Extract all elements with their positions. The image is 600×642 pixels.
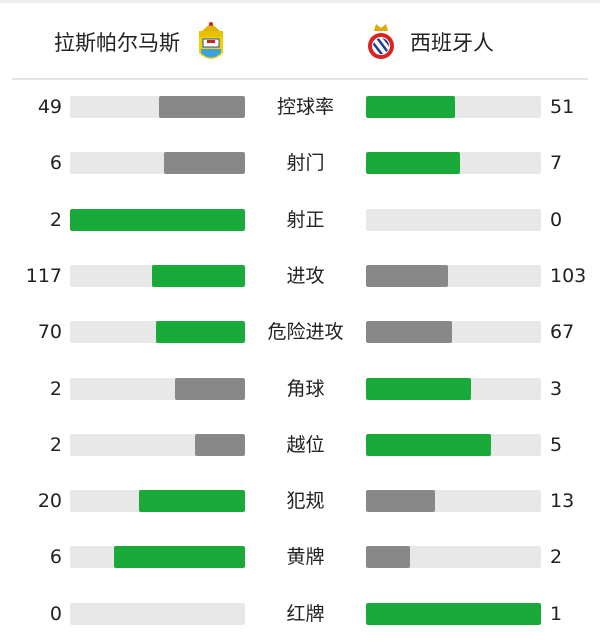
away-bar-fill (366, 546, 410, 568)
stat-row: 70 危险进攻 67 (0, 320, 600, 344)
stat-row: 2 越位 5 (0, 433, 600, 457)
home-bar-fill (70, 209, 245, 231)
home-bar-fill (151, 265, 245, 287)
header-divider (12, 78, 588, 80)
away-value: 103 (550, 265, 587, 287)
las-palmas-crest-icon (199, 22, 223, 59)
home-bar-fill (155, 321, 245, 343)
away-value: 0 (550, 209, 563, 231)
home-team[interactable]: 拉斯帕尔马斯 (54, 22, 226, 62)
home-bar (70, 209, 245, 231)
home-value: 2 (49, 378, 62, 400)
away-value: 3 (550, 378, 563, 400)
top-divider (0, 0, 600, 3)
stat-row: 6 黄牌 2 (0, 545, 600, 569)
away-team[interactable]: 西班牙人 (366, 22, 494, 62)
away-value: 13 (550, 490, 575, 512)
home-bar (70, 96, 245, 118)
home-value: 117 (25, 265, 62, 287)
home-bar-fill (113, 546, 245, 568)
home-value: 0 (49, 603, 62, 625)
away-bar (366, 603, 541, 625)
away-bar (366, 265, 541, 287)
away-value: 5 (550, 434, 563, 456)
away-bar-fill (366, 603, 541, 625)
away-bar (366, 546, 541, 568)
stat-row: 0 红牌 1 (0, 602, 600, 626)
away-bar-fill (366, 265, 448, 287)
home-bar-fill (175, 378, 245, 400)
home-value: 20 (37, 490, 62, 512)
home-value: 70 (37, 321, 62, 343)
stat-row: 117 进攻 103 (0, 264, 600, 288)
stat-label: 控球率 (276, 96, 334, 118)
home-bar (70, 265, 245, 287)
away-bar-fill (366, 490, 435, 512)
away-bar-fill (366, 321, 452, 343)
away-bar (366, 96, 541, 118)
home-bar (70, 546, 245, 568)
stat-row: 2 角球 3 (0, 377, 600, 401)
stat-label: 角球 (286, 378, 325, 400)
stat-row: 20 犯规 13 (0, 489, 600, 513)
stat-row: 2 射正 0 (0, 208, 600, 232)
home-value: 6 (49, 152, 62, 174)
stat-row: 49 控球率 51 (0, 95, 600, 119)
stat-label: 射门 (286, 152, 325, 174)
away-bar (366, 321, 541, 343)
away-value: 7 (550, 152, 563, 174)
home-bar (70, 152, 245, 174)
stat-label: 黄牌 (286, 546, 325, 568)
away-bar-fill (366, 96, 456, 118)
home-value: 2 (49, 209, 62, 231)
home-bar-fill (195, 434, 245, 456)
stat-label: 犯规 (286, 490, 325, 512)
stat-label: 红牌 (286, 603, 325, 625)
home-bar-fill (159, 96, 245, 118)
away-bar (366, 434, 541, 456)
home-bar (70, 434, 245, 456)
stat-label: 进攻 (286, 265, 325, 287)
stat-label: 射正 (286, 209, 325, 231)
away-bar-fill (366, 152, 461, 174)
away-bar-fill (366, 378, 471, 400)
stat-label: 越位 (286, 434, 325, 456)
away-value: 67 (550, 321, 575, 343)
away-value: 51 (550, 96, 575, 118)
away-bar-fill (366, 434, 491, 456)
home-team-name: 拉斯帕尔马斯 (54, 31, 180, 55)
home-bar (70, 321, 245, 343)
home-bar (70, 603, 245, 625)
away-team-name: 西班牙人 (410, 31, 494, 55)
home-value: 6 (49, 546, 62, 568)
home-bar-fill (138, 490, 245, 512)
home-value: 2 (49, 434, 62, 456)
away-bar (366, 490, 541, 512)
stat-label: 危险进攻 (267, 321, 344, 343)
espanyol-crest-icon (368, 24, 394, 59)
away-bar (366, 378, 541, 400)
home-bar (70, 378, 245, 400)
away-bar (366, 209, 541, 231)
away-value: 1 (550, 603, 563, 625)
home-bar-fill (164, 152, 245, 174)
home-bar (70, 490, 245, 512)
away-value: 2 (550, 546, 563, 568)
stat-row: 6 射门 7 (0, 151, 600, 175)
home-value: 49 (37, 96, 62, 118)
away-bar (366, 152, 541, 174)
